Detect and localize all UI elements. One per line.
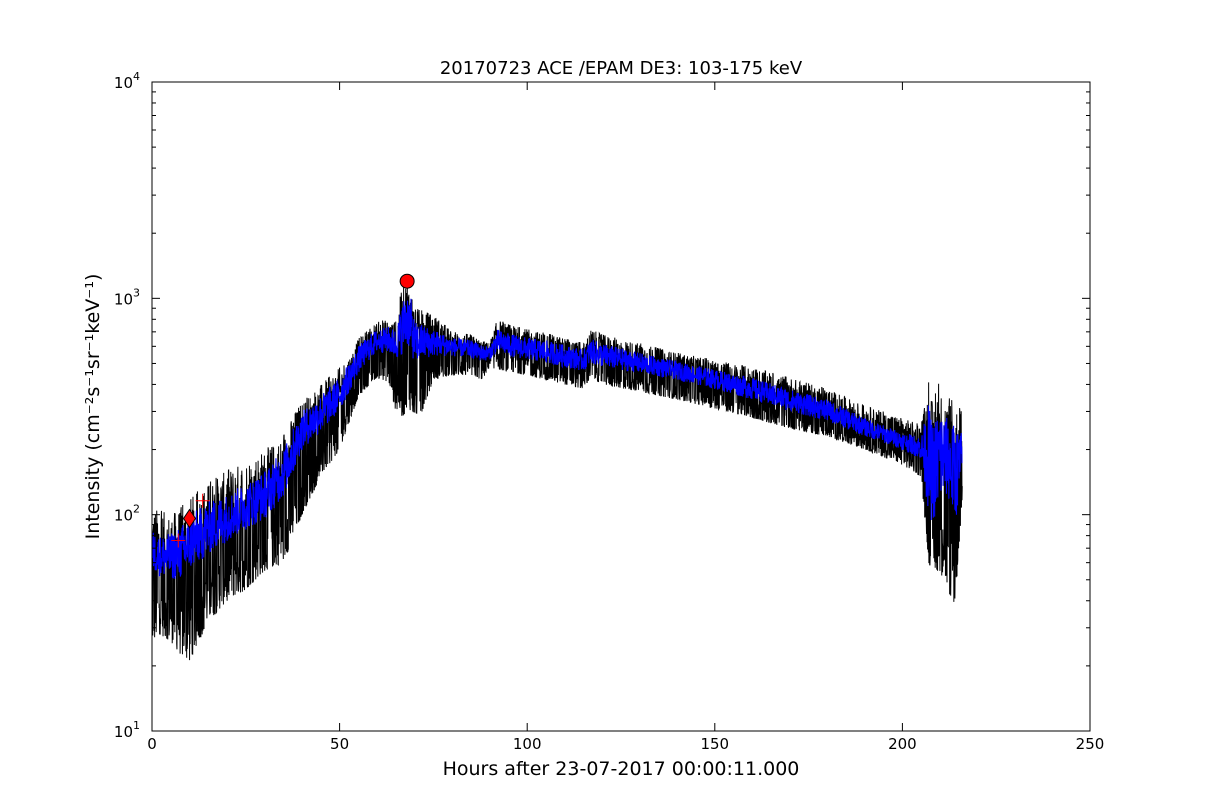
x-axis-label: Hours after 23-07-2017 00:00:11.000 (443, 758, 800, 780)
peak-circle-marker (399, 273, 415, 289)
y-tick-label: 104 (114, 70, 140, 92)
x-tick-label: 100 (513, 735, 542, 753)
series-line-smoothed (152, 298, 963, 579)
plot-area (152, 273, 963, 661)
cross-marker (171, 533, 186, 548)
series-line-envelope (152, 285, 963, 661)
axis-ticks: 0 50 100 150 200 250 101 102 103 104 (114, 70, 1104, 753)
axes-frame (151, 81, 1091, 732)
x-tick-label: 150 (700, 735, 729, 753)
x-tick-label: 50 (330, 735, 349, 753)
y-tick-label: 102 (114, 503, 140, 525)
y-tick-label: 103 (114, 286, 140, 308)
y-axis-label: Intensity (cm⁻²s⁻¹sr⁻¹keV⁻¹) (82, 274, 104, 540)
diamond-marker (182, 508, 197, 529)
x-tick-label: 250 (1076, 735, 1105, 753)
cross-marker (195, 493, 210, 508)
y-tick-label: 101 (114, 719, 140, 741)
x-tick-label: 200 (888, 735, 917, 753)
x-tick-label: 0 (147, 735, 157, 753)
chart-title: 20170723 ACE /EPAM DE3: 103-175 keV (440, 58, 803, 79)
